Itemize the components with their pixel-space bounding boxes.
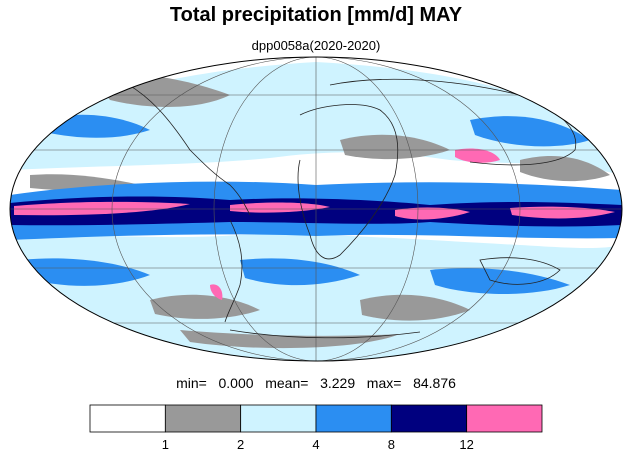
colorbar-swatch (466, 404, 543, 433)
colorbar-swatch (390, 404, 468, 433)
colorbar-swatch (315, 404, 392, 433)
precipitation-map (9, 56, 623, 362)
max-label: max= (366, 375, 402, 391)
colorbar-tick-label: 2 (237, 437, 244, 452)
map-subtitle: dpp0058a(2020-2020) (251, 38, 381, 53)
summary-stats: min= 0.000 mean= 3.229 max= 84.876 (0, 375, 632, 391)
map-title: Total precipitation [mm/d] MAY (169, 4, 463, 26)
mean-value: 3.229 (320, 375, 356, 391)
max-value: 84.876 (413, 375, 456, 391)
colorbar-tick-label: 4 (312, 437, 319, 452)
colorbar-tick-label: 12 (459, 437, 473, 452)
colorbar-swatch (240, 404, 317, 433)
min-value: 0.000 (218, 375, 254, 391)
globe-outline (9, 56, 623, 362)
colorbar-tick-label: 1 (162, 437, 169, 452)
colorbar-tick-label: 8 (388, 437, 395, 452)
colorbar-swatch (89, 404, 166, 433)
colorbar-swatch (164, 404, 242, 433)
mean-label: mean= (265, 375, 309, 391)
min-label: min= (176, 375, 207, 391)
precip-band-pink (14, 148, 615, 300)
